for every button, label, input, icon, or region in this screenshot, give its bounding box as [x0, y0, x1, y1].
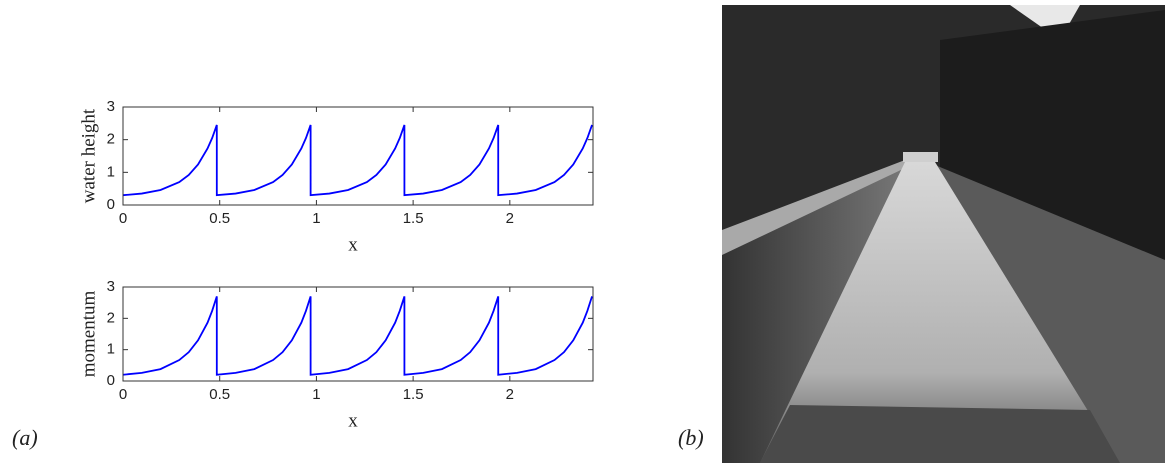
x-tick-label: 1.5: [403, 386, 424, 403]
y-tick-label: 1: [107, 341, 115, 358]
x-axis-label: x: [348, 234, 358, 255]
x-tick-label: 1.5: [403, 210, 424, 227]
x-axis-label: x: [348, 410, 358, 431]
data-line: [122, 124, 593, 197]
panel-label: (b): [678, 425, 704, 450]
y-tick-label: 0: [107, 372, 115, 389]
x-tick-label: 0: [119, 210, 127, 227]
y-tick-label: 3: [107, 98, 115, 115]
data-line: [122, 296, 593, 376]
y-tick-label: 2: [107, 309, 115, 326]
y-axis-label: water height: [78, 108, 99, 203]
panel-label: (a): [12, 425, 38, 450]
x-tick-label: 0.5: [209, 210, 230, 227]
y-tick-label: 0: [107, 196, 115, 213]
photo: [722, 5, 1165, 463]
y-tick-label: 3: [107, 278, 115, 295]
y-tick-label: 1: [107, 163, 115, 180]
x-tick-label: 1: [312, 210, 320, 227]
y-tick-label: 2: [107, 131, 115, 148]
x-tick-label: 0.5: [209, 386, 230, 403]
axes-box: [122, 106, 594, 206]
x-tick-label: 0: [119, 386, 127, 403]
x-tick-label: 1: [312, 386, 320, 403]
y-axis-label: momentum: [78, 291, 99, 378]
x-tick-label: 2: [506, 386, 514, 403]
x-tick-label: 2: [506, 210, 514, 227]
axes-box: [122, 286, 594, 382]
